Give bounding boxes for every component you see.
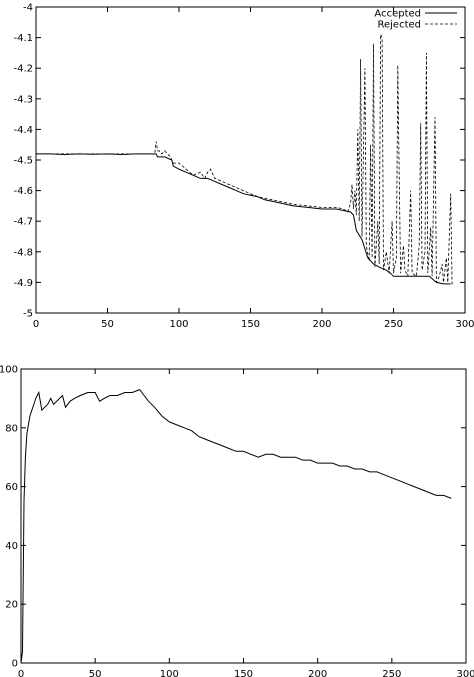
x-tick-label: 150 bbox=[241, 319, 260, 330]
x-tick-label: 50 bbox=[101, 319, 114, 330]
x-tick-label: 250 bbox=[382, 669, 401, 677]
y-tick-label: -5 bbox=[23, 309, 33, 320]
x-tick-label: 250 bbox=[384, 319, 403, 330]
y-tick-label: -4.8 bbox=[13, 247, 33, 258]
y-tick-label: 100 bbox=[0, 365, 18, 376]
y-tick-label: -4.3 bbox=[13, 94, 33, 105]
legend-label-accepted: Accepted bbox=[374, 9, 421, 20]
y-tick-label: -4.6 bbox=[13, 186, 33, 197]
x-tick-label: 300 bbox=[456, 669, 474, 677]
top-panel-chart: -5 -4.9 -4.8 -4.7 -4.6 -4.5 -4.4 -4.3 -4.2 -4.1 -4… bbox=[13, 3, 474, 331]
bottom-panel-chart: 0 20 40 60 80 100 0 50 100 150 200 250 300 bbox=[0, 365, 474, 677]
y-tick-label: -4.9 bbox=[13, 278, 33, 289]
x-tick-label: 200 bbox=[312, 319, 331, 330]
y-tick-label: -4 bbox=[23, 3, 33, 14]
x-tick-label: 0 bbox=[18, 669, 24, 677]
series-line-1-0 bbox=[20, 388, 452, 664]
x-tick-label: 100 bbox=[169, 319, 188, 330]
x-tick-label: 100 bbox=[160, 669, 179, 677]
bottom-panel-frame bbox=[20, 368, 467, 664]
y-tick-label: 80 bbox=[5, 423, 18, 434]
y-tick-label: 40 bbox=[5, 541, 18, 552]
y-tick-label: -4.4 bbox=[13, 125, 33, 136]
x-tick-label: 50 bbox=[89, 669, 102, 677]
y-tick-label: 20 bbox=[5, 600, 18, 611]
y-tick-label: -4.5 bbox=[13, 156, 33, 167]
series-line-accepted bbox=[36, 153, 451, 285]
series-line-rejected bbox=[36, 34, 453, 286]
y-tick-label: -4.2 bbox=[13, 64, 33, 75]
y-tick-label: -4.1 bbox=[13, 33, 33, 44]
x-tick-label: 200 bbox=[308, 669, 327, 677]
y-tick-label: 60 bbox=[5, 482, 18, 493]
x-tick-label: 300 bbox=[455, 319, 474, 330]
x-tick-label: 0 bbox=[33, 319, 39, 330]
y-tick-label: 0 bbox=[12, 659, 18, 670]
legend-label-rejected: Rejected bbox=[377, 20, 421, 31]
y-tick-label: -4.7 bbox=[13, 217, 33, 228]
x-tick-label: 150 bbox=[234, 669, 253, 677]
